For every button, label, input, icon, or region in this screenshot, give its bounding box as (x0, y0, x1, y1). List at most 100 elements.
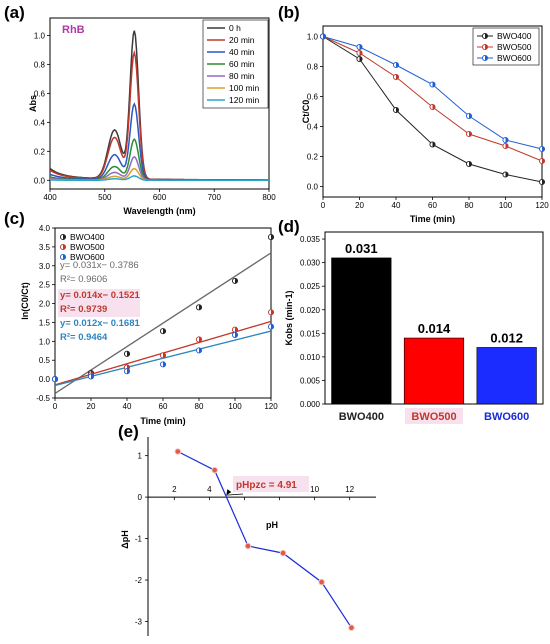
bar-BWO400 (331, 257, 392, 405)
x-tick-label-b: 40 (392, 201, 401, 210)
x-axis-label-b: Time (min) (410, 214, 455, 224)
legend-label-c: BWO500 (70, 242, 105, 252)
fit-equation-c: y= 0.031x− 0.3786 (60, 260, 139, 271)
spectrum-line-40-min (49, 102, 269, 181)
y-tick-label-b: 0.4 (307, 123, 319, 132)
y-tick-label-a: 0.4 (34, 118, 46, 127)
data-point-BWO400-fill (127, 351, 130, 357)
data-point-BWO500-fill (163, 352, 166, 358)
legend-label-b: BWO400 (497, 31, 532, 41)
x-tick-label-e: 2 (172, 485, 177, 494)
bar-category-label: BWO600 (484, 411, 529, 423)
bar-BWO600 (476, 347, 537, 405)
legend-label-c: BWO400 (70, 232, 105, 242)
y-tick-label-d: 0.030 (300, 259, 321, 268)
y-tick-label-b: 1.0 (307, 33, 319, 42)
pzc-data-point (211, 466, 218, 474)
pzc-annotation: pHpzc = 4.91 (236, 480, 297, 491)
legend-label-a: 20 min (229, 35, 255, 45)
pzc-data-point (279, 549, 287, 557)
data-point-BWO600-fill (469, 113, 472, 119)
data-point-BWO400-fill (505, 171, 509, 178)
x-tick-label-e: 10 (310, 485, 319, 494)
legend-label-c: BWO600 (70, 252, 105, 262)
panel-label-e: (e) (118, 422, 139, 441)
x-tick-label-b: 120 (535, 201, 549, 210)
legend-label-b: BWO500 (497, 42, 532, 52)
pzc-data-point (318, 578, 325, 586)
y-tick-label-b: 0.0 (307, 183, 319, 192)
fit-r2-c: R²= 0.9464 (60, 332, 108, 343)
x-axis-label-a: Wavelength (nm) (123, 206, 195, 216)
data-point-BWO500-fill (199, 336, 202, 343)
x-tick-label-a: 800 (262, 193, 276, 202)
legend-label-a: 0 h (229, 23, 241, 33)
data-point-BWO400-fill (359, 56, 363, 62)
y-tick-label-b: 0.2 (307, 153, 319, 162)
data-point-BWO600-fill (127, 368, 130, 374)
data-point-BWO500-fill (542, 158, 545, 164)
y-tick-label-d: 0.035 (300, 235, 321, 244)
legend-label-a: 40 min (229, 47, 255, 57)
data-point-BWO500-fill (359, 50, 363, 56)
x-tick-label-b: 60 (428, 201, 437, 210)
data-point-BWO400-fill (235, 278, 238, 284)
y-tick-label-e: -1 (135, 535, 143, 544)
data-point-BWO500-fill (396, 74, 399, 80)
fit-r2-c: R²= 0.9606 (60, 274, 107, 285)
sample-annotation-a: RhB (62, 24, 85, 36)
spectrum-line-80-min (49, 155, 269, 182)
y-tick-label-a: 0.0 (34, 176, 46, 185)
y-tick-label-d: 0.005 (300, 376, 321, 385)
bar-value-label: 0.012 (490, 330, 523, 345)
y-tick-label-c: 2.5 (39, 281, 51, 290)
data-point-BWO500-fill (432, 104, 436, 110)
y-tick-label-a: 1.0 (34, 31, 46, 40)
data-point-BWO400-fill (271, 234, 274, 240)
fit-equation-c: y= 0.014x− 0.1521 (60, 290, 140, 301)
data-point-BWO600-fill (542, 146, 545, 152)
data-point-BWO600-fill (359, 44, 363, 50)
legend-marker-b-fill (485, 55, 488, 61)
data-point-BWO400-fill (163, 328, 166, 334)
spectrum-line-60-min (49, 138, 269, 181)
pzc-line (177, 450, 352, 629)
pzc-data-point (174, 448, 182, 455)
x-tick-label-b: 80 (465, 201, 474, 210)
y-tick-label-c: -0.5 (36, 394, 50, 403)
x-tick-label-c: 60 (159, 402, 168, 411)
y-axis-label-b: Ct/C0 (301, 100, 311, 124)
x-tick-label-c: 100 (228, 402, 242, 411)
legend-marker-c-fill (63, 234, 66, 240)
y-tick-label-d: 0.020 (300, 306, 321, 315)
pzc-data-point (244, 542, 252, 550)
y-tick-label-e: -2 (135, 576, 143, 585)
data-point-BWO400-fill (396, 107, 399, 113)
data-point-BWO600-fill (396, 62, 399, 68)
y-tick-label-a: 0.6 (34, 89, 46, 98)
y-tick-label-d: 0.000 (300, 400, 321, 409)
data-point-BWO600-fill (55, 376, 58, 382)
legend-marker-c-fill (63, 244, 66, 250)
y-tick-label-c: 1.0 (39, 337, 51, 346)
legend-label-a: 100 min (229, 83, 260, 93)
y-tick-label-c: 0.0 (39, 375, 51, 384)
y-tick-label-e: 0 (138, 493, 143, 502)
legend-label-b: BWO600 (497, 53, 532, 63)
data-point-BWO400-fill (542, 179, 545, 185)
equation-highlight-c (58, 289, 140, 317)
panel-label-a: (a) (4, 3, 25, 22)
x-tick-label-a: 700 (208, 193, 222, 202)
x-tick-label-b: 0 (321, 201, 326, 210)
x-tick-label-a: 600 (153, 193, 167, 202)
y-tick-label-a: 0.2 (34, 147, 46, 156)
fit-line-BWO400 (54, 252, 272, 394)
data-point-BWO600-fill (432, 81, 436, 88)
spectrum-line-120-min (50, 175, 269, 182)
y-tick-label-d: 0.010 (300, 353, 321, 362)
legend-label-a: 120 min (229, 95, 260, 105)
fit-r2-c: R²= 0.9739 (60, 304, 107, 315)
y-tick-label-c: 3.0 (39, 262, 51, 271)
panel-label-c: (c) (4, 209, 25, 228)
